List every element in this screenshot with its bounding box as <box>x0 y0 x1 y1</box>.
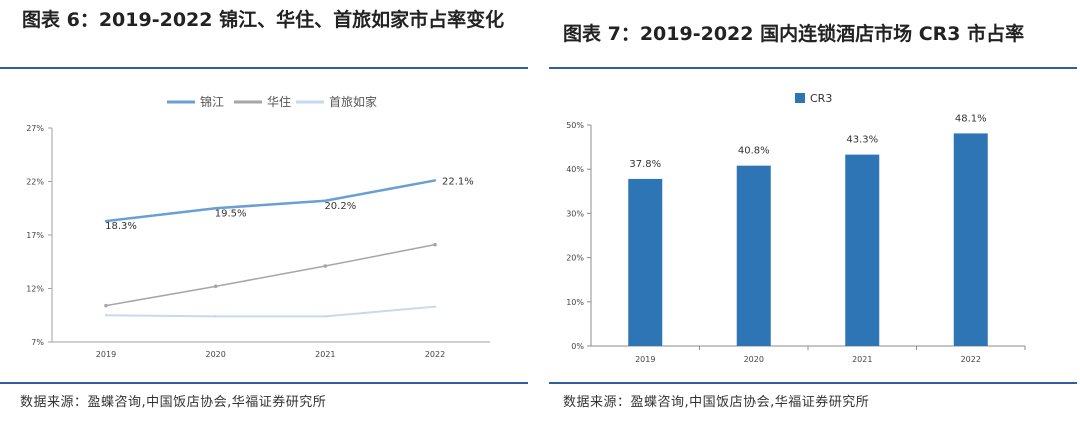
left-top-rule <box>0 67 528 69</box>
left-figure-panel: 图表 6：2019-2022 锦江、华住、首旅如家市占率变化 7% 12% 17% 2… <box>0 0 528 429</box>
data-point <box>323 264 328 268</box>
y-tick-label: 12% <box>26 285 44 294</box>
data-point <box>104 303 108 308</box>
y-tick-label: 0% <box>571 342 584 351</box>
y-tick-label: 20% <box>566 254 584 263</box>
series-line <box>105 305 436 318</box>
x-tick-label: 2020 <box>205 350 225 359</box>
data-point <box>214 315 217 318</box>
right-top-rule <box>549 67 1077 69</box>
data-label: 22.1% <box>442 176 474 187</box>
x-tick-label: 2021 <box>852 355 872 364</box>
y-tick-label: 40% <box>566 165 584 174</box>
data-point <box>433 305 437 308</box>
bar <box>845 154 880 346</box>
x-tick-label: 2022 <box>961 355 981 364</box>
y-tick-label: 17% <box>26 231 44 240</box>
x-tick-label: 2022 <box>425 350 445 359</box>
data-label: 19.5% <box>215 208 247 219</box>
y-tick-label: 22% <box>26 178 44 187</box>
bar-chart: 0% 10% 20% 30% 40% 50% CR3 37.8% 2019 40.8% 2020 43… <box>566 92 1026 364</box>
y-tick-label: 10% <box>566 298 584 307</box>
line-chart: 7% 12% 17% 22% 27% 2019 2020 2021 2022 锦江 华住 首旅如家 18… <box>26 94 490 359</box>
left-source-note: 数据来源：盈蝶咨询,中国饭店协会,华福证券研究所 <box>20 395 327 410</box>
legend-swatch <box>795 93 805 103</box>
left-figure-title: 图表 6：2019-2022 锦江、华住、首旅如家市占率变化 <box>22 9 505 31</box>
right-figure-panel: 图表 7：2019-2022 国内连锁酒店市场 CR3 市占率 0% 10% 20%… <box>549 0 1077 429</box>
left-bottom-rule <box>0 382 528 384</box>
y-tick-label: 7% <box>31 338 44 347</box>
data-point <box>433 179 437 182</box>
y-tick-label: 30% <box>566 209 584 218</box>
data-point <box>214 207 217 210</box>
x-tick-label: 2019 <box>635 355 655 364</box>
data-label: 18.3% <box>105 221 137 232</box>
right-bottom-rule <box>549 382 1077 384</box>
data-label: 43.3% <box>846 135 878 146</box>
y-tick-label: 50% <box>566 121 584 130</box>
series-line <box>105 243 436 307</box>
legend-label: 锦江 <box>200 95 224 109</box>
x-tick-label: 2019 <box>96 350 116 359</box>
data-label: 48.1% <box>955 113 987 124</box>
y-tick-label: 27% <box>26 124 44 133</box>
legend-label: 首旅如家 <box>329 94 377 109</box>
data-label: 37.8% <box>629 159 661 170</box>
x-tick-label: 2021 <box>315 350 335 359</box>
series-line <box>105 179 436 223</box>
data-label: 20.2% <box>324 201 356 212</box>
x-tick-label: 2020 <box>744 355 764 364</box>
data-point <box>213 284 218 289</box>
data-point <box>104 314 108 317</box>
right-figure-title: 图表 7：2019-2022 国内连锁酒店市场 CR3 市占率 <box>563 23 1025 45</box>
data-point <box>104 219 108 223</box>
data-point <box>324 199 327 202</box>
bar <box>736 165 771 346</box>
right-source-note: 数据来源：盈蝶咨询,中国饭店协会,华福证券研究所 <box>563 395 870 410</box>
bar <box>953 133 988 346</box>
data-point <box>324 315 327 318</box>
bar <box>628 178 663 346</box>
legend-label: CR3 <box>810 92 832 105</box>
data-point <box>433 242 437 247</box>
data-label: 40.8% <box>738 146 770 157</box>
legend-label: 华住 <box>267 95 291 109</box>
